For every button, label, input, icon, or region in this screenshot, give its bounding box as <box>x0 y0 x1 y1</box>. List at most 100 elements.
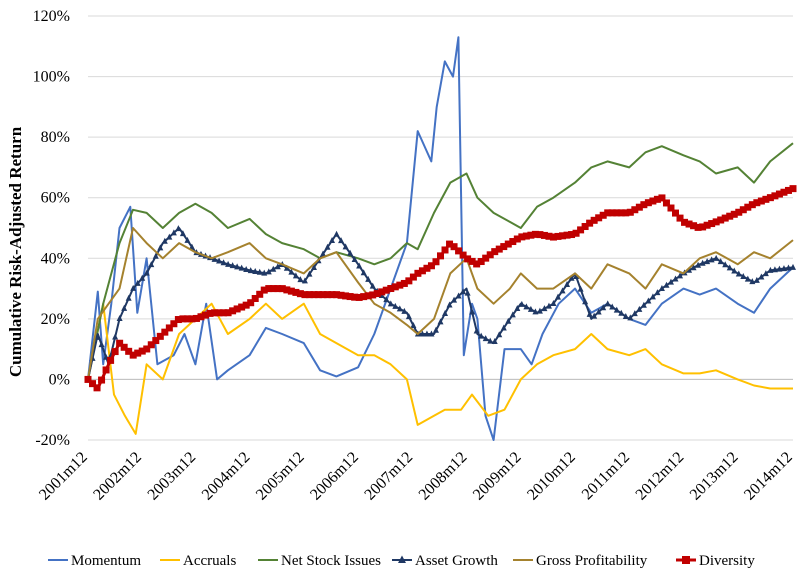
data-point <box>559 232 567 240</box>
data-point <box>387 285 395 293</box>
data-point <box>662 199 670 207</box>
data-point <box>672 209 679 217</box>
data-point <box>373 290 381 298</box>
data-point <box>116 339 124 347</box>
legend-item-asset-growth: Asset Growth <box>392 553 498 569</box>
data-point <box>568 274 575 281</box>
data-point <box>120 343 128 351</box>
data-point <box>314 291 322 299</box>
data-point <box>111 348 119 356</box>
data-point <box>699 259 706 266</box>
data-point <box>527 305 534 312</box>
data-point <box>708 256 715 263</box>
data-point <box>464 255 472 263</box>
data-point <box>536 231 544 239</box>
data-point <box>459 251 467 259</box>
data-point <box>121 304 128 311</box>
data-point <box>383 296 390 303</box>
data-point <box>292 272 299 279</box>
data-point <box>766 194 774 202</box>
x-tick-label: 2005m12 <box>253 449 308 504</box>
data-point <box>586 219 594 227</box>
data-point <box>211 309 219 317</box>
data-point <box>573 272 580 279</box>
data-point <box>622 312 629 319</box>
data-point <box>287 287 295 295</box>
data-point <box>342 292 350 300</box>
data-point <box>613 306 620 313</box>
data-point <box>753 276 760 283</box>
data-point <box>261 269 268 276</box>
data-point <box>704 258 711 265</box>
data-point <box>329 237 336 244</box>
x-tick-label: 2004m12 <box>199 449 254 504</box>
x-tick-label: 2011m12 <box>579 449 633 503</box>
data-point <box>491 337 498 344</box>
data-point <box>319 291 327 299</box>
data-point <box>296 290 304 298</box>
data-point <box>437 252 444 260</box>
data-point <box>500 243 508 251</box>
y-tick-label: 40% <box>41 250 70 267</box>
data-point <box>432 326 439 333</box>
data-point <box>564 281 571 288</box>
data-point <box>143 345 151 353</box>
data-point <box>771 192 779 200</box>
data-point <box>672 275 679 282</box>
data-point <box>310 263 317 270</box>
data-point <box>215 309 223 317</box>
gridlines <box>88 15 793 441</box>
data-point <box>780 265 787 272</box>
data-point <box>735 208 743 216</box>
y-tick-label: 0% <box>49 371 70 388</box>
data-point <box>636 305 643 312</box>
data-point <box>188 315 196 323</box>
data-point <box>427 262 435 270</box>
data-point <box>577 226 585 234</box>
data-point <box>356 262 363 269</box>
data-point <box>333 291 341 299</box>
data-point <box>233 305 241 313</box>
data-point <box>500 324 507 331</box>
data-point <box>283 264 290 271</box>
data-point <box>685 220 693 228</box>
data-point <box>423 330 430 337</box>
data-point <box>469 308 476 315</box>
data-point <box>220 259 227 266</box>
data-point <box>635 203 643 211</box>
data-point <box>225 260 232 267</box>
data-point <box>256 290 264 298</box>
data-point <box>730 210 738 218</box>
data-point <box>265 268 272 275</box>
data-point <box>757 197 765 205</box>
data-point <box>165 324 173 332</box>
data-point <box>789 185 797 193</box>
data-point <box>559 287 566 294</box>
data-point <box>365 275 372 282</box>
data-point <box>260 286 268 294</box>
data-point <box>513 235 521 243</box>
data-point <box>274 285 282 293</box>
data-point <box>699 223 707 231</box>
data-point <box>549 233 557 241</box>
data-point <box>229 262 236 269</box>
data-point <box>364 292 372 300</box>
data-point <box>531 230 539 238</box>
data-point <box>392 302 399 309</box>
x-tick-label: 2013m12 <box>687 449 742 504</box>
data-point <box>170 320 178 328</box>
data-point <box>337 291 345 299</box>
series-line <box>87 142 794 380</box>
data-point <box>775 190 783 198</box>
series-diversity <box>84 185 797 392</box>
data-point <box>369 282 376 289</box>
data-point <box>744 275 751 282</box>
data-point <box>125 347 133 355</box>
data-point <box>387 300 394 307</box>
data-point <box>749 278 756 285</box>
data-point <box>292 288 300 296</box>
data-point <box>265 285 273 293</box>
x-tick-label: 2006m12 <box>307 449 362 504</box>
data-point <box>347 249 354 256</box>
data-point <box>98 341 105 348</box>
